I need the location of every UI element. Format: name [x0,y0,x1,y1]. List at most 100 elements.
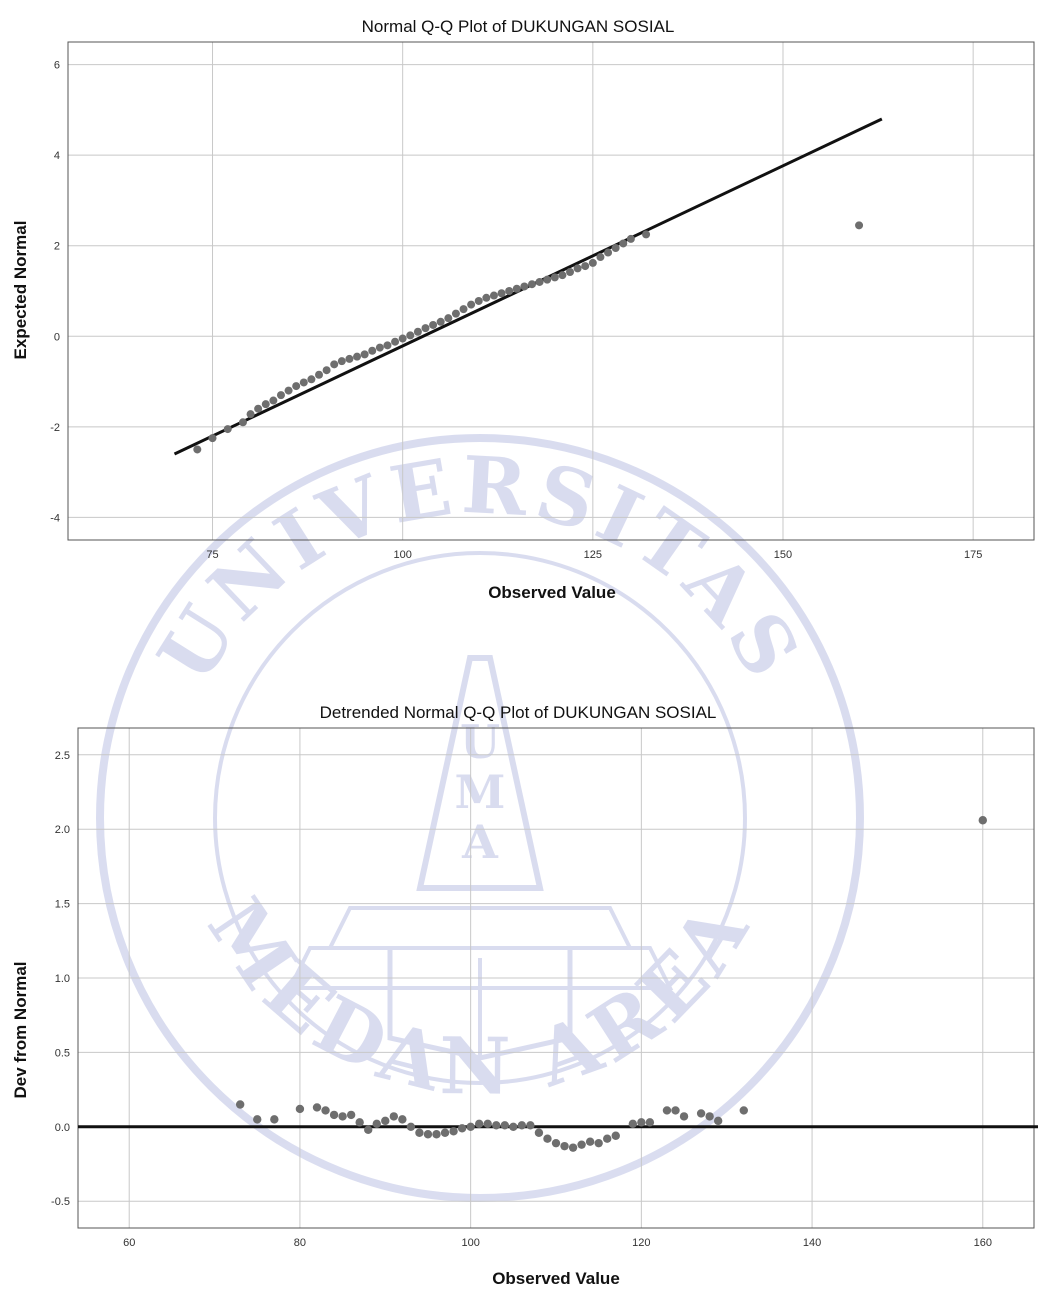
data-point [594,1138,603,1148]
data-point [415,1128,424,1137]
x-axis-label: Observed Value [492,1269,620,1288]
y-tick-label: 2.0 [55,824,70,836]
y-tick-label: 6 [54,60,60,72]
data-point [391,337,400,346]
data-point [312,1103,322,1112]
data-point [517,1121,527,1130]
data-point [679,1112,689,1121]
data-point [492,1121,501,1130]
x-tick-label: 100 [393,549,411,561]
data-point [645,1118,655,1127]
data-point [568,1143,578,1152]
data-point [543,275,552,284]
data-point [345,354,354,363]
data-point [497,289,506,298]
data-point [353,352,362,361]
data-point [269,396,278,405]
data-point [527,280,536,289]
data-point [307,375,316,384]
y-tick-label: 4 [54,150,60,162]
data-point [603,1134,612,1143]
data-point [436,317,445,326]
x-tick-label: 100 [461,1237,479,1249]
data-point [713,1116,723,1126]
plot-frame [67,41,1035,541]
data-point [457,1124,467,1133]
data-point [299,378,308,387]
data-point [604,248,613,257]
y-tick-label: 1.5 [55,899,70,911]
data-point [978,816,987,825]
data-point [223,425,232,434]
data-point [238,418,247,427]
normal-qq-plot-chart: Normal Q-Q Plot of DUKUNGAN SOSIAL -4 -2 0… [11,17,1035,602]
data-point [611,1131,620,1140]
data-point [261,400,270,409]
data-point [444,314,453,323]
data-point [406,331,415,340]
data-point [368,346,377,355]
data-point [253,1115,262,1124]
normal-qq-plot-panel: Normal Q-Q Plot of DUKUNGAN SOSIAL -4 -2 0… [0,0,1041,610]
data-point [585,1137,595,1146]
data-point [355,1118,364,1127]
data-point [423,1130,433,1139]
x-tick-label: 75 [206,549,218,561]
data-points [235,816,987,1152]
chart-title: Normal Q-Q Plot of DUKUNGAN SOSIAL [362,17,675,36]
data-point [329,1110,339,1120]
detrended-qq-plot-chart: Detrended Normal Q-Q Plot of DUKUNGAN SO… [11,703,1038,1288]
x-tick-label: 140 [803,1237,821,1249]
y-tick-label: 1.0 [55,973,70,985]
y-tick-label: 2 [54,241,60,253]
data-point [489,291,498,300]
data-point [338,1112,347,1121]
gridlines [68,42,1034,540]
y-tick-label: -2 [50,422,60,434]
data-point [671,1106,680,1115]
data-point [381,1116,390,1126]
data-point [520,282,529,291]
x-tick-label: 150 [774,549,792,561]
detrended-qq-plot-panel: Detrended Normal Q-Q Plot of DUKUNGAN SO… [0,690,1041,1290]
data-point [505,287,514,295]
data-point [193,445,202,454]
data-point [637,1118,646,1127]
data-point [284,386,293,395]
data-point [512,284,521,293]
data-point [413,327,422,336]
x-tick-label: 120 [632,1237,650,1249]
y-tick-label: -4 [50,512,60,524]
data-point [254,404,263,413]
data-point [560,1141,569,1151]
data-point [360,350,369,359]
y-axis-label: Expected Normal [11,221,30,360]
data-point [440,1128,450,1137]
y-tick-labels: -4 -2 0 2 4 6 [50,60,60,525]
y-tick-labels: -0.5 0.0 0.5 1.0 1.5 2.0 2.5 [51,750,70,1208]
data-point [466,1122,475,1132]
y-tick-label: 0 [54,331,60,343]
data-point [346,1110,356,1120]
data-point [566,267,575,276]
data-point [322,366,331,375]
data-point [581,262,590,271]
data-point [696,1109,706,1118]
data-point [534,1128,544,1137]
data-point [483,1119,492,1129]
data-point [739,1106,748,1115]
data-point [855,221,864,230]
data-point [398,1115,407,1124]
x-axis-label: Observed Value [488,583,616,602]
x-tick-label: 175 [964,549,982,561]
data-point [429,320,438,329]
data-point [551,1138,561,1148]
data-point [398,334,407,343]
data-point [611,243,620,252]
data-point [662,1106,672,1115]
data-point [526,1121,535,1130]
data-point [383,341,392,350]
data-points [193,221,864,454]
data-point [375,343,384,352]
data-point [588,258,597,267]
